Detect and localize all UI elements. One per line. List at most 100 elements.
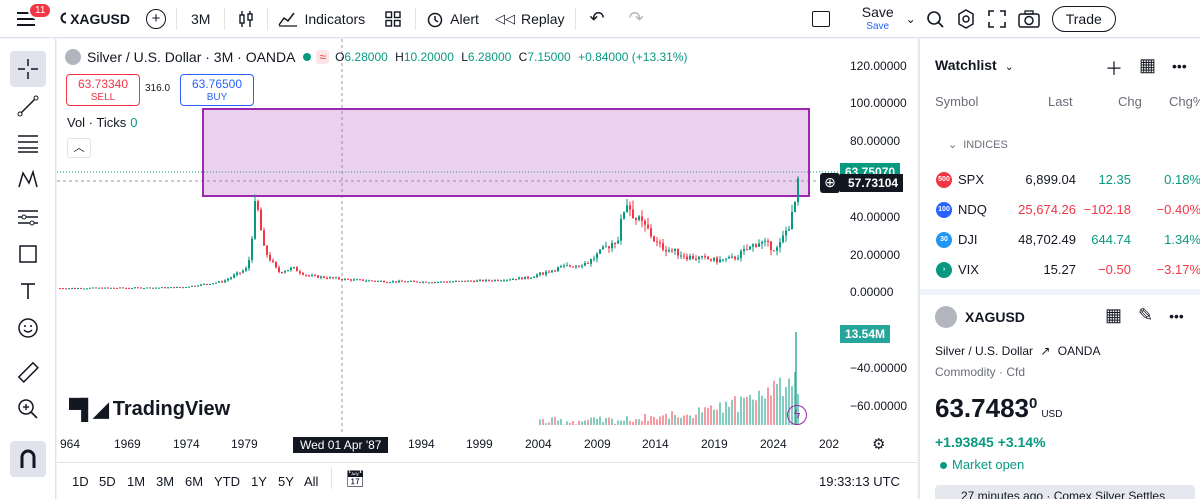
quick-search-button[interactable] (920, 0, 950, 38)
zoom-search-icon (926, 10, 944, 28)
candle-body (341, 279, 343, 281)
price-chart-canvas[interactable] (57, 39, 917, 434)
price-axis-label: −40.00000 (850, 361, 908, 375)
more-icon[interactable]: ••• (1172, 58, 1187, 74)
candle-body (233, 274, 235, 278)
range-button-6m[interactable]: 6M (185, 474, 204, 489)
layouts-button[interactable] (373, 0, 413, 38)
range-button-5d[interactable]: 5D (99, 474, 116, 489)
grid-icon (385, 10, 401, 27)
snapshot-button[interactable] (1012, 0, 1046, 38)
range-button-all[interactable]: All (304, 474, 319, 489)
shapes-tool[interactable] (10, 236, 46, 272)
watchlist-row[interactable]: 500 SPX 6,899.04 12.35 0.18% (920, 165, 1200, 195)
save-button[interactable]: Save Save (854, 0, 902, 38)
watchlist-row[interactable]: 30 DJI 48,702.49 644.74 1.34% (920, 225, 1200, 255)
range-button-ytd[interactable]: YTD (214, 474, 240, 489)
chevron-up-icon: ︿ (73, 142, 85, 154)
more-icon[interactable]: ••• (1169, 308, 1184, 324)
watchlist-row[interactable]: › VIX 15.27 −0.50 −3.17% (920, 255, 1200, 285)
col-last[interactable]: Last (1048, 94, 1073, 109)
volume-bar (614, 423, 616, 425)
candle-body (449, 281, 451, 283)
grid-icon[interactable]: ▦ (1105, 305, 1123, 325)
trade-button[interactable]: Trade (1051, 5, 1116, 32)
utc-clock[interactable]: 19:33:13 UTC (819, 474, 900, 489)
external-link-icon[interactable]: ↗ (1040, 344, 1051, 358)
forecasting-tool[interactable] (10, 199, 46, 235)
watchlist-row[interactable]: 100 NDQ 25,674.26 −102.18 −0.40% (920, 195, 1200, 225)
pattern-tool[interactable] (10, 162, 46, 198)
candle-body (350, 279, 352, 281)
add-alert-icon[interactable]: ⊕ (820, 173, 840, 193)
news-headline[interactable]: 27 minutes ago · Comex Silver Settles (935, 485, 1195, 499)
candle-body (200, 284, 202, 286)
volume-bar (596, 418, 598, 425)
compare-button[interactable]: + (138, 0, 174, 38)
volume-bar (758, 390, 760, 425)
trend-line-tool[interactable] (10, 88, 46, 124)
chart-type-button[interactable] (227, 0, 265, 38)
range-button-1d[interactable]: 1D (72, 474, 89, 489)
collapse-legend-button[interactable]: ︿ (67, 138, 91, 158)
lightning-icon[interactable]: ϟ (787, 405, 807, 425)
alert-button[interactable]: Alert (418, 0, 487, 38)
row-symbol: NDQ (958, 202, 987, 217)
volume-bar (566, 421, 568, 425)
volume-bar (539, 419, 541, 425)
smiley-icon (17, 318, 38, 338)
crosshair-tool[interactable] (9, 51, 46, 87)
emoji-tool[interactable] (10, 310, 46, 346)
plus-icon[interactable]: ＋ (1105, 59, 1123, 79)
text-tool[interactable] (10, 273, 46, 309)
candle-body (506, 279, 508, 281)
zoom-tool[interactable] (10, 391, 46, 427)
fullscreen-toggle-button[interactable] (804, 0, 838, 38)
watchlist-group-header[interactable]: ⌄ INDICES (948, 138, 1008, 151)
range-button-3m[interactable]: 3M (156, 474, 175, 489)
watchlist-title-button[interactable]: Watchlist ⌄ (935, 57, 1014, 73)
volume-bar (644, 414, 646, 425)
replay-button[interactable]: ◁◁ Replay (487, 0, 573, 38)
range-button-1m[interactable]: 1M (127, 474, 146, 489)
chart-pane[interactable]: Silver / U.S. Dollar · 3M · OANDA ≈ O6.2… (57, 39, 917, 499)
candle-body (125, 287, 127, 289)
candle-body (611, 242, 613, 249)
col-chgp[interactable]: Chg% (1169, 94, 1200, 109)
volume-bar (584, 420, 586, 425)
panel-divider[interactable] (920, 289, 1200, 295)
fullscreen-button[interactable] (982, 0, 1012, 38)
main-menu-button[interactable]: 11 (0, 0, 53, 38)
redo-button[interactable]: ↷ (617, 0, 656, 38)
buy-button[interactable]: 63.76500 BUY (180, 74, 254, 106)
candle-body (635, 218, 637, 220)
indicators-button[interactable]: Indicators (270, 0, 373, 38)
range-button-5y[interactable]: 5Y (278, 474, 294, 489)
symbol-search-button[interactable]: XAGUSD (52, 0, 138, 38)
details-price: 63.7483 0 USD (935, 393, 1062, 424)
edit-icon[interactable]: ✎ (1138, 305, 1154, 325)
candle-body (140, 287, 142, 289)
candle-body (392, 281, 394, 283)
candle-body (143, 288, 145, 290)
advanced-view-icon[interactable]: ▦ (1139, 55, 1157, 75)
interval-button[interactable]: 3M (191, 10, 211, 27)
sell-button[interactable]: 63.73340 SELL (66, 74, 140, 106)
time-axis[interactable]: 964 1969 1974 1979 1994 1999 2004 2009 2… (57, 434, 917, 454)
settings-button[interactable] (950, 0, 982, 38)
fib-tool[interactable] (10, 125, 46, 161)
col-chg[interactable]: Chg (1118, 94, 1142, 109)
candle-body (434, 282, 436, 284)
measure-tool[interactable] (10, 354, 46, 390)
undo-button[interactable]: ↶ (578, 0, 617, 38)
range-button-1y[interactable]: 1Y (251, 474, 267, 489)
square-icon (811, 10, 830, 27)
candle-body (632, 209, 634, 219)
magnet-tool[interactable] (9, 441, 46, 477)
candle-body (713, 257, 715, 261)
calendar-icon[interactable]: 📅︎ (345, 471, 366, 488)
chart-settings-icon[interactable]: ⚙ (872, 436, 886, 453)
save-menu-button[interactable]: ⌄ (902, 0, 920, 38)
col-symbol[interactable]: Symbol (935, 94, 979, 109)
details-symbol[interactable]: XAGUSD (965, 309, 1025, 325)
